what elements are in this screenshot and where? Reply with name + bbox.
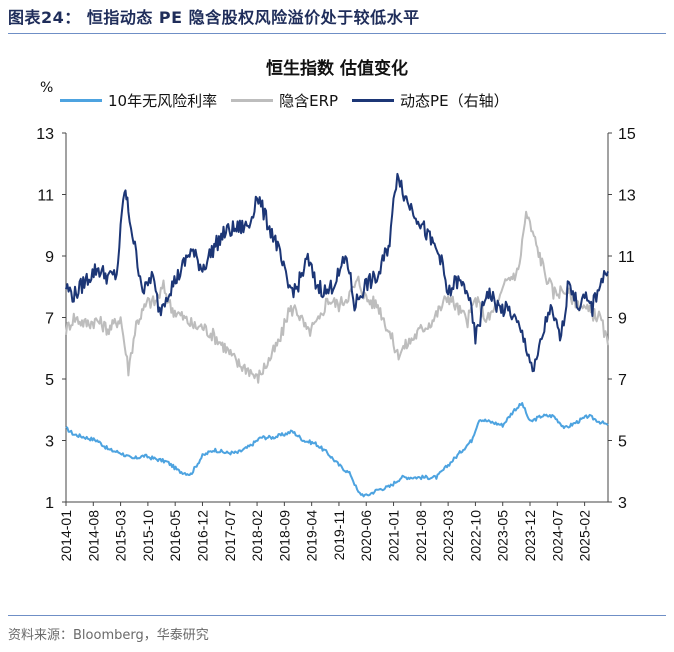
source-note: 资料来源：Bloomberg，华泰研究: [8, 628, 209, 643]
right-tick-label: 3: [618, 495, 627, 512]
top-divider: [8, 33, 666, 34]
right-tick-label: 15: [618, 126, 636, 143]
x-tick-label: 2022-03: [440, 510, 456, 562]
legend-swatch-pe: [352, 99, 395, 102]
x-tick-label: 2019-04: [304, 510, 320, 562]
legend-item-erp: 隐含ERP: [231, 90, 338, 111]
legend-label-erp: 隐含ERP: [279, 92, 339, 110]
x-tick-label: 2015-10: [140, 510, 156, 562]
series-line-erp: [65, 210, 609, 384]
legend-item-pe: 动态PE（右轴）: [352, 90, 509, 111]
left-tick-label: 11: [37, 188, 54, 205]
x-tick-label: 2024-07: [549, 510, 565, 562]
x-tick-label: 2016-05: [167, 510, 183, 562]
x-tick-label: 2018-09: [276, 510, 292, 562]
legend-label-pe: 动态PE（右轴）: [400, 92, 509, 110]
chart-legend: 10年无风险利率 隐含ERP 动态PE（右轴）: [60, 90, 523, 111]
x-tick-label: 2014-01: [58, 510, 74, 562]
x-tick-label: 2020-06: [358, 510, 374, 562]
legend-swatch-erp: [231, 99, 274, 102]
legend-item-riskfree: 10年无风险利率: [60, 90, 217, 111]
right-tick-label: 13: [618, 188, 636, 205]
x-tick-label: 2015-03: [113, 510, 129, 562]
right-tick-label: 9: [618, 311, 627, 328]
x-tick-label: 2021-01: [386, 510, 402, 562]
series-line-riskfree: [65, 402, 609, 498]
x-tick-label: 2025-02: [577, 510, 593, 562]
left-tick-label: 13: [36, 126, 54, 143]
x-tick-label: 2021-08: [413, 510, 429, 562]
left-axis-unit: %: [40, 80, 54, 96]
left-tick-label: 1: [45, 495, 54, 512]
figure-title: 图表24： 恒指动态 PE 隐含股权风险溢价处于较低水平: [8, 8, 420, 27]
right-tick-label: 5: [618, 434, 627, 451]
left-tick-label: 3: [45, 434, 54, 451]
legend-label-riskfree: 10年无风险利率: [108, 92, 218, 110]
left-tick-label: 9: [45, 249, 54, 266]
x-tick-label: 2022-10: [467, 510, 483, 562]
x-tick-label: 2023-05: [495, 510, 511, 562]
left-tick-label: 5: [45, 372, 54, 389]
x-tick-label: 2023-12: [522, 510, 538, 562]
x-tick-label: 2017-07: [222, 510, 238, 562]
chart-title: 恒生指数 估值变化: [266, 59, 408, 79]
x-tick-label: 2016-12: [194, 510, 210, 562]
right-tick-label: 7: [618, 372, 627, 389]
legend-swatch-riskfree: [60, 99, 102, 102]
bottom-divider: [8, 615, 666, 616]
left-tick-label: 7: [45, 311, 54, 328]
series-line-pe: [65, 172, 609, 373]
x-tick-label: 2018-02: [249, 510, 265, 562]
x-tick-label: 2019-11: [331, 510, 347, 561]
right-tick-label: 11: [618, 249, 635, 266]
x-tick-label: 2014-08: [85, 510, 101, 562]
